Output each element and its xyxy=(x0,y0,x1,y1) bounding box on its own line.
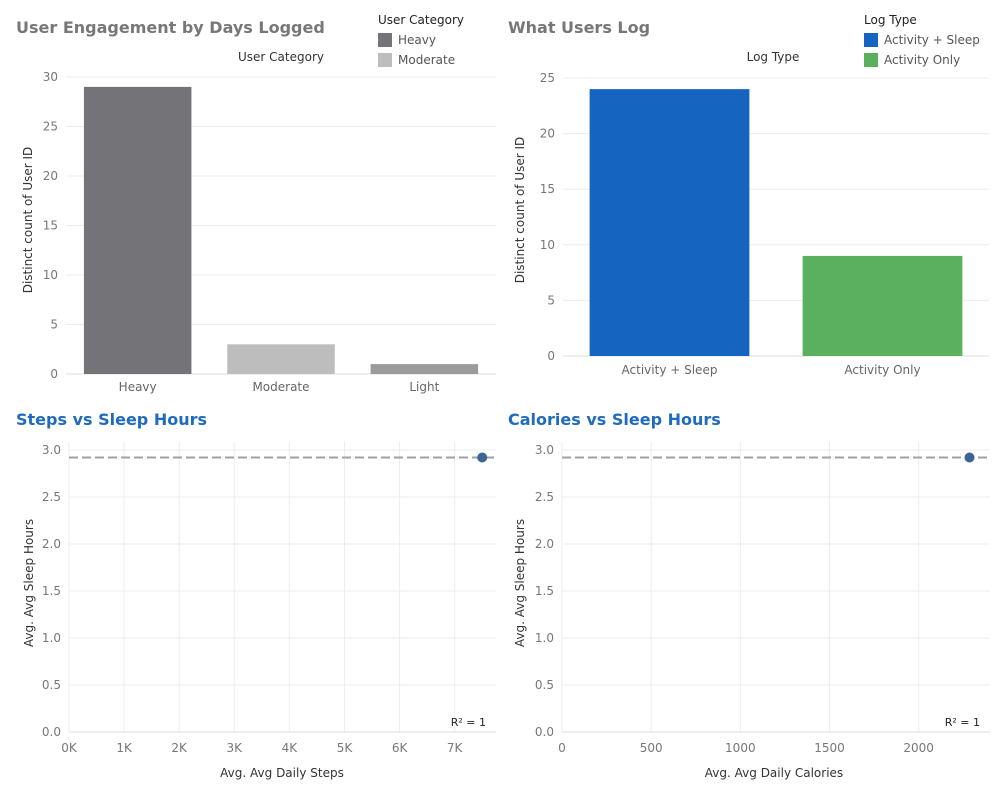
y-axis-title: Distinct count of User ID xyxy=(21,147,35,294)
x-category-label: Activity Only xyxy=(844,363,920,377)
x-axis-title: Avg. Avg Daily Calories xyxy=(705,766,843,780)
y-tick-label: 10 xyxy=(43,268,58,282)
legend-title: Log Type xyxy=(864,13,917,27)
y-tick-label: 1.0 xyxy=(42,631,61,645)
y-tick-label: 20 xyxy=(43,169,58,183)
x-tick-label: 1000 xyxy=(725,741,756,755)
steps-chart-title: Steps vs Sleep Hours xyxy=(16,410,208,429)
x-tick-label: 7K xyxy=(447,741,464,755)
bar-light xyxy=(370,364,479,374)
r-squared-annotation: R² = 1 xyxy=(451,716,486,729)
legend-label: Moderate xyxy=(398,53,456,67)
y-tick-label: 3.0 xyxy=(535,443,554,457)
bar-moderate xyxy=(227,344,335,374)
chart-header: User Category xyxy=(238,50,324,64)
x-tick-label: 500 xyxy=(640,741,663,755)
engagement-chart-title: User Engagement by Days Logged xyxy=(16,18,325,37)
legend-item-moderate[interactable]: Moderate xyxy=(378,50,464,70)
y-tick-label: 2.5 xyxy=(42,490,61,504)
bar-activity-only xyxy=(802,255,963,356)
y-tick-label: 5 xyxy=(547,293,555,307)
y-tick-label: 1.0 xyxy=(535,631,554,645)
user-category-legend: User Category Heavy Moderate xyxy=(378,13,464,70)
y-tick-label: 25 xyxy=(540,71,555,85)
x-tick-label: 5K xyxy=(337,741,354,755)
x-tick-label: 1500 xyxy=(814,741,845,755)
legend-item-activity-only[interactable]: Activity Only xyxy=(864,50,980,70)
legend-swatch xyxy=(864,53,878,67)
y-tick-label: 20 xyxy=(540,127,555,141)
log-chart-title: What Users Log xyxy=(508,18,651,37)
chart-header: Log Type xyxy=(747,50,800,64)
y-tick-label: 3.0 xyxy=(42,443,61,457)
y-axis-title: Avg. Avg Sleep Hours xyxy=(22,519,36,647)
legend-swatch xyxy=(864,33,878,47)
data-point xyxy=(477,452,488,463)
x-axis-title: Avg. Avg Daily Steps xyxy=(220,766,344,780)
y-tick-label: 1.5 xyxy=(535,584,554,598)
calories-chart-title: Calories vs Sleep Hours xyxy=(508,410,721,429)
y-tick-label: 0 xyxy=(547,349,555,363)
legend-label: Activity + Sleep xyxy=(884,33,980,47)
x-tick-label: 2000 xyxy=(903,741,934,755)
x-category-label: Moderate xyxy=(252,380,309,394)
data-point xyxy=(964,452,975,463)
y-tick-label: 0 xyxy=(50,367,58,381)
x-category-label: Heavy xyxy=(119,380,157,394)
x-tick-label: 2K xyxy=(171,741,188,755)
y-tick-label: 2.0 xyxy=(535,537,554,551)
legend-item-heavy[interactable]: Heavy xyxy=(378,30,464,50)
y-tick-label: 10 xyxy=(540,238,555,252)
legend-item-activity-sleep[interactable]: Activity + Sleep xyxy=(864,30,980,50)
y-tick-label: 0.0 xyxy=(535,725,554,739)
y-tick-label: 0.0 xyxy=(42,725,61,739)
y-tick-label: 30 xyxy=(43,70,58,84)
log-type-legend: Log Type Activity + Sleep Activity Only xyxy=(864,13,980,70)
x-tick-label: 0 xyxy=(558,741,566,755)
x-tick-label: 6K xyxy=(392,741,409,755)
y-tick-label: 2.5 xyxy=(535,490,554,504)
y-tick-label: 5 xyxy=(50,318,58,332)
bar-activity-sleep xyxy=(589,89,750,357)
y-tick-label: 15 xyxy=(540,182,555,196)
y-tick-label: 0.5 xyxy=(535,678,554,692)
x-category-label: Light xyxy=(409,380,439,394)
legend-label: Heavy xyxy=(398,33,436,47)
legend-swatch xyxy=(378,33,392,47)
y-axis-title: Avg. Avg Sleep Hours xyxy=(513,519,527,647)
y-tick-label: 1.5 xyxy=(42,584,61,598)
x-category-label: Activity + Sleep xyxy=(622,363,718,377)
y-tick-label: 0.5 xyxy=(42,678,61,692)
y-tick-label: 15 xyxy=(43,219,58,233)
y-tick-label: 25 xyxy=(43,120,58,134)
legend-swatch xyxy=(378,53,392,67)
bar-heavy xyxy=(83,86,192,375)
r-squared-annotation: R² = 1 xyxy=(945,716,980,729)
y-axis-title: Distinct count of User ID xyxy=(513,137,527,284)
x-tick-label: 1K xyxy=(116,741,133,755)
x-tick-label: 3K xyxy=(227,741,244,755)
y-tick-label: 2.0 xyxy=(42,537,61,551)
legend-label: Activity Only xyxy=(884,53,961,67)
legend-title: User Category xyxy=(378,13,464,27)
x-tick-label: 4K xyxy=(282,741,299,755)
x-tick-label: 0K xyxy=(61,741,78,755)
